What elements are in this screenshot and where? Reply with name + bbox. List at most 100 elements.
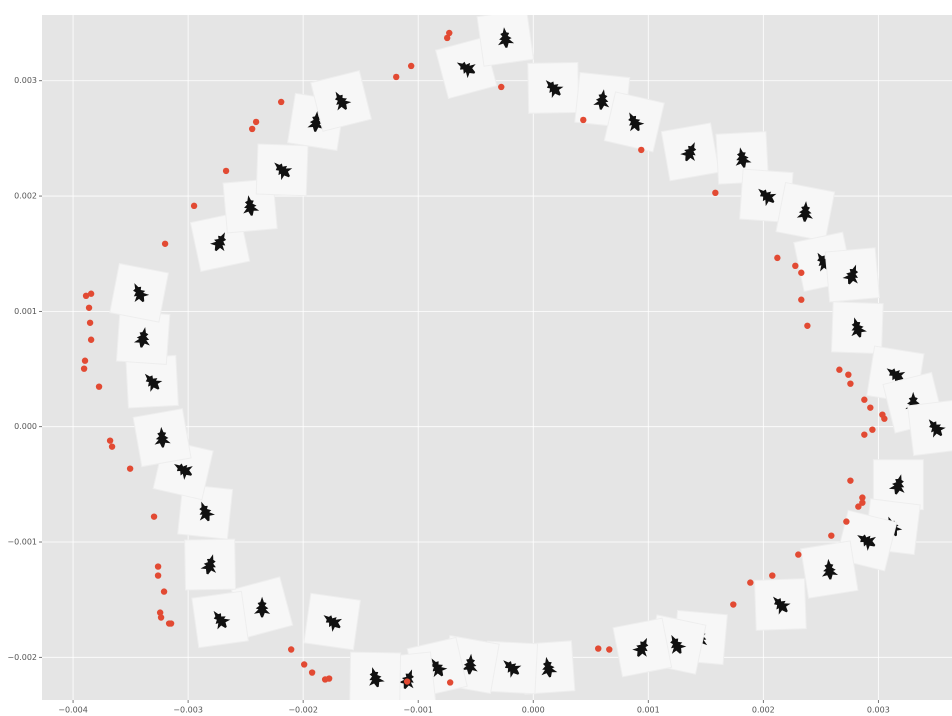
thumbnail-tree [758, 188, 777, 207]
data-point [774, 254, 781, 262]
thumbnail-tree [632, 637, 649, 657]
data-point [859, 494, 866, 501]
thumbnail-tree [670, 634, 687, 654]
thumbnail [349, 651, 402, 700]
data-point [769, 572, 776, 579]
data-point [167, 620, 175, 627]
data-point [156, 609, 164, 616]
thumbnail [310, 70, 373, 132]
data-point [861, 431, 868, 438]
data-point [86, 319, 94, 326]
thumbnail-tree [886, 368, 906, 385]
thumbnail-tree [133, 283, 150, 303]
x-tick-label: 0.001 [637, 706, 660, 715]
y-tick-label: −0.002 [7, 653, 37, 662]
data-point [836, 366, 843, 373]
data-point [277, 98, 285, 106]
thumbnail-tree [928, 419, 946, 438]
thumbnail-tree [541, 656, 558, 678]
marks [80, 15, 952, 700]
data-point [108, 443, 116, 450]
thumbnail-tree [461, 653, 478, 675]
thumbnail-tree [498, 27, 515, 48]
data-point [407, 62, 415, 70]
y-tick-label: 0.001 [14, 307, 37, 316]
data-point [157, 614, 165, 621]
data-point [252, 118, 260, 126]
data-point [81, 357, 89, 364]
thumbnail [660, 122, 720, 182]
data-point [403, 678, 411, 685]
data-point [795, 551, 802, 558]
thumbnail [527, 61, 580, 114]
data-point [747, 579, 754, 586]
thumbnail-tree [888, 474, 905, 495]
thumbnail [830, 301, 884, 355]
data-point [308, 669, 316, 676]
data-point [446, 679, 454, 686]
thumbnail [612, 617, 673, 678]
thumbnail-tree [857, 534, 876, 551]
data-point [595, 645, 602, 652]
data-point [446, 29, 453, 37]
x-tick-label: −0.003 [173, 706, 203, 715]
data-point [847, 380, 854, 387]
data-point [712, 189, 719, 197]
thumbnail-tree [735, 147, 752, 168]
thumbnail [775, 181, 836, 242]
data-point [881, 415, 888, 422]
thumbnail-tree [817, 252, 834, 272]
data-point [845, 371, 852, 378]
data-point [85, 304, 93, 311]
data-point [798, 296, 805, 303]
data-point [867, 404, 874, 411]
thumbnail-tree [210, 232, 227, 252]
thumbnail [603, 91, 665, 153]
thumbnail-tree [851, 317, 867, 338]
data-point [154, 563, 162, 570]
thumbnail [434, 36, 498, 100]
thumbnail [255, 143, 309, 197]
thumbnail-tree [545, 80, 564, 99]
data-point [287, 646, 295, 653]
data-point [847, 477, 854, 484]
y-tick-label: 0.002 [14, 192, 37, 201]
thumbnail-tree [821, 558, 839, 580]
thumbnail-tree [213, 610, 231, 630]
thumbnail [177, 483, 234, 540]
x-tick-label: 0.003 [867, 706, 890, 715]
thumbnail-tree [628, 112, 645, 132]
thumbnail-tree [323, 615, 343, 632]
thumbnail-tree [274, 162, 293, 181]
data-point [606, 646, 613, 653]
data-point [443, 34, 451, 42]
data-point [95, 383, 103, 390]
thumbnail-tree [369, 667, 385, 688]
x-tick-label: 0.002 [752, 706, 775, 715]
y-tick-label: −0.001 [7, 538, 37, 547]
data-point [248, 125, 256, 133]
thumbnail-tree [430, 658, 448, 678]
thumbnail [230, 576, 294, 639]
thumbnail-tree [253, 596, 271, 618]
thumbnail [800, 540, 859, 599]
thumbnail [824, 247, 880, 303]
data-point [160, 588, 168, 595]
data-point [126, 465, 134, 472]
thumbnail-tree [842, 264, 859, 285]
y-tick-label: 0.003 [14, 76, 37, 85]
data-point [859, 499, 866, 506]
thumbnail-tree [503, 660, 522, 678]
data-point [861, 396, 868, 403]
thumbnail [191, 590, 249, 649]
data-point [730, 601, 737, 608]
thumbnail-tree [199, 501, 215, 522]
thumbnail [753, 578, 807, 631]
thumbnail-tree [456, 61, 476, 79]
thumbnail [125, 354, 179, 409]
thumbnail [109, 262, 169, 323]
data-point [87, 290, 95, 297]
data-point [855, 503, 862, 510]
thumbnail-tree [243, 195, 260, 216]
